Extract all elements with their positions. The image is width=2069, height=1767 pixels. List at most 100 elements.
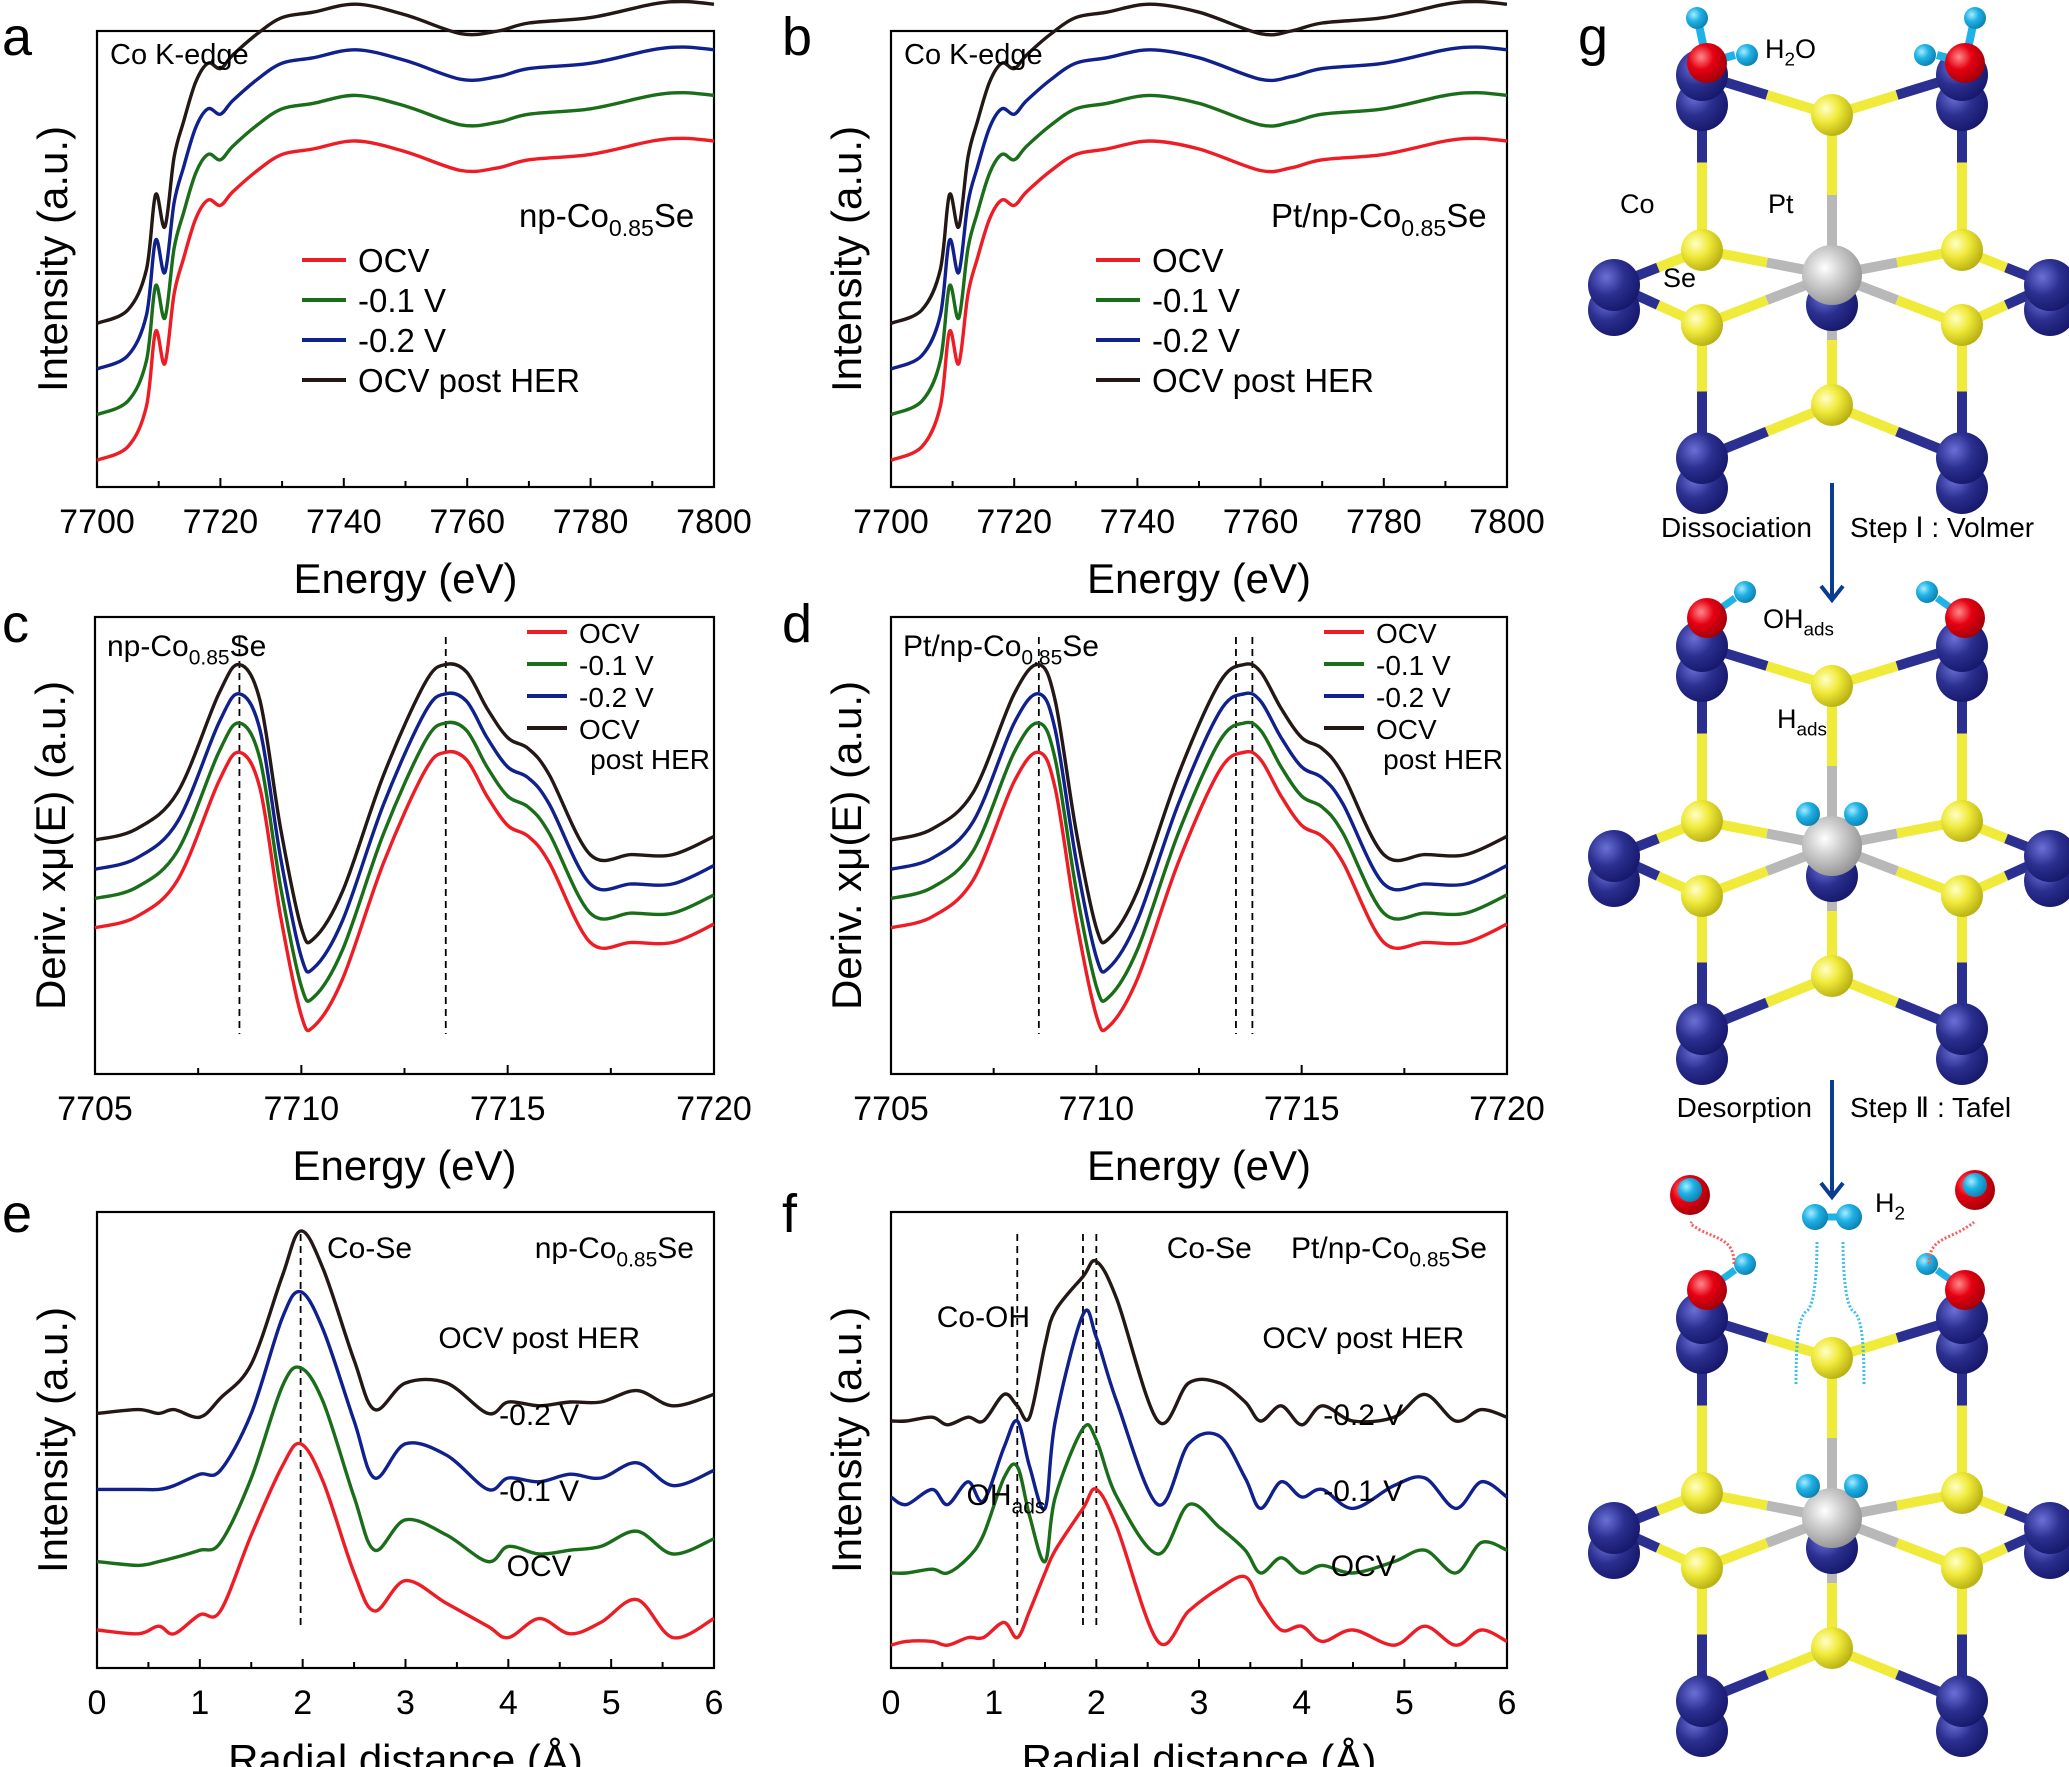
cobalt-atom bbox=[1676, 1675, 1728, 1727]
h2o-label: H2O bbox=[1765, 34, 1816, 71]
x-tick-label: 7720 bbox=[976, 503, 1052, 541]
panel-letter-a: a bbox=[2, 7, 33, 67]
hydrogen-atom bbox=[1916, 581, 1938, 603]
x-tick-label: 7780 bbox=[553, 503, 629, 541]
selenium-atom bbox=[1681, 875, 1723, 917]
panel-letter-f: f bbox=[782, 1184, 798, 1244]
legend-label: OCV bbox=[579, 618, 640, 649]
x-tick-label: 4 bbox=[499, 1684, 518, 1722]
y-axis-label: Intensity (a.u.) bbox=[29, 126, 76, 392]
series-line--0-1-v bbox=[890, 720, 1508, 1003]
selenium-atom bbox=[1941, 1472, 1983, 1514]
x-tick-label: 5 bbox=[1395, 1684, 1414, 1722]
bond-annotation-co-oh: Co-OH bbox=[937, 1301, 1030, 1334]
hydrogen-atom bbox=[1678, 1178, 1702, 1202]
x-axis-label: Energy (eV) bbox=[293, 555, 517, 602]
x-axis-label: Energy (eV) bbox=[1087, 1142, 1311, 1189]
legend-label: OCV bbox=[358, 242, 430, 279]
panel-letter-g: g bbox=[1578, 7, 1608, 67]
selenium-atom bbox=[1811, 384, 1853, 426]
x-tick-label: 5 bbox=[602, 1684, 621, 1722]
legend-label: -0.2 V bbox=[1152, 322, 1240, 359]
arrow-head-icon bbox=[1819, 584, 1845, 604]
y-axis-label: Intensity (a.u.) bbox=[29, 1307, 76, 1573]
edge-annotation: Co K-edge bbox=[904, 39, 1043, 71]
selenium-atom bbox=[1811, 94, 1853, 136]
series-line--0-2-v bbox=[890, 1308, 1508, 1512]
cobalt-atom bbox=[2024, 259, 2069, 311]
cobalt-atom bbox=[2024, 1502, 2069, 1554]
plot-frame bbox=[95, 1210, 716, 1670]
legend-label: -0.2 V bbox=[579, 682, 654, 713]
selenium-atom bbox=[1941, 800, 1983, 842]
hads-label: Hads bbox=[1777, 704, 1827, 741]
selenium-atom bbox=[1941, 304, 1983, 346]
sample-label: np-Co0.85Se bbox=[107, 630, 266, 669]
legend-label: -0.1 V bbox=[358, 282, 446, 319]
x-tick-label: 7760 bbox=[429, 503, 505, 541]
sample-label: Pt/np-Co0.85Se bbox=[1271, 197, 1487, 241]
series-line--0-1-v bbox=[96, 1365, 715, 1568]
platinum-atom bbox=[1802, 245, 1862, 305]
oxygen-atom bbox=[1945, 598, 1985, 638]
sample-label: np-Co0.85Se bbox=[519, 197, 694, 241]
series-line-ocv-post-her bbox=[890, 662, 1508, 945]
x-tick-label: 4 bbox=[1292, 1684, 1311, 1722]
legend-label: -0.1 V bbox=[1152, 282, 1240, 319]
selenium-atom bbox=[1811, 955, 1853, 997]
curve-label: -0.1 V bbox=[499, 1475, 579, 1508]
plot-frame bbox=[889, 1210, 1509, 1670]
oxygen-atom bbox=[1687, 1270, 1727, 1310]
hydrogen-atom bbox=[1836, 1204, 1862, 1230]
x-tick-label: 6 bbox=[1498, 1684, 1517, 1722]
cobalt-atom bbox=[2024, 830, 2069, 882]
hydrogen-atom bbox=[1734, 581, 1756, 603]
hydrogen-atom bbox=[1736, 44, 1758, 66]
x-tick-label: 6 bbox=[705, 1684, 724, 1722]
selenium-atom bbox=[1811, 1627, 1853, 1669]
hydrogen-atom bbox=[1916, 1253, 1938, 1275]
cobalt-atom bbox=[1588, 259, 1640, 311]
x-axis-label: Energy (eV) bbox=[1087, 555, 1311, 602]
x-tick-label: 7700 bbox=[59, 503, 135, 541]
x-tick-label: 0 bbox=[882, 1684, 901, 1722]
cobalt-atom bbox=[1936, 1003, 1988, 1055]
x-tick-label: 2 bbox=[1087, 1684, 1106, 1722]
series-line-ocv bbox=[96, 136, 715, 462]
step-2-left-label: Desorption bbox=[1677, 1092, 1812, 1123]
oxygen-atom bbox=[1687, 43, 1727, 83]
h2-evolution-arrow bbox=[1794, 1239, 1819, 1385]
series-line-ocv-post-her bbox=[96, 0, 715, 325]
curve-label: OCV bbox=[507, 1550, 572, 1583]
x-tick-label: 7720 bbox=[1469, 1090, 1545, 1128]
x-tick-label: 7715 bbox=[1264, 1090, 1340, 1128]
series-line--0-2-v bbox=[890, 691, 1508, 974]
selenium-label: Se bbox=[1663, 263, 1696, 293]
series-line--0-2-v bbox=[94, 691, 715, 974]
panel-letter-e: e bbox=[2, 1184, 32, 1244]
legend-label: post HER bbox=[1383, 744, 1503, 775]
cobalt-atom bbox=[1676, 1003, 1728, 1055]
series-line-ocv-post-her bbox=[890, 1258, 1508, 1427]
curve-label: OCV bbox=[1331, 1550, 1396, 1583]
series-line-ocv bbox=[94, 749, 715, 1033]
legend-label: -0.1 V bbox=[1376, 650, 1451, 681]
selenium-atom bbox=[1681, 304, 1723, 346]
series-line-ocv-post-her bbox=[96, 1229, 715, 1420]
legend-label: post HER bbox=[590, 744, 710, 775]
cobalt-atom bbox=[1676, 432, 1728, 484]
panel-b: b 7700 7720 7740 7760 7780 7800 Energy (eV) Inte… bbox=[782, 0, 1545, 602]
curve-label: OCV post HER bbox=[438, 1322, 640, 1355]
series-line-ocv bbox=[890, 136, 1508, 462]
legend-label: OCV bbox=[1376, 618, 1437, 649]
legend-label: OCV post HER bbox=[1152, 362, 1374, 399]
series-line--0-2-v bbox=[96, 1289, 715, 1492]
bond-annotation: Co-Se bbox=[327, 1232, 412, 1265]
panel-c: c 7705 7710 7715 7720 Energy (eV) Deriv. xμ(E)… bbox=[2, 594, 752, 1189]
selenium-atom bbox=[1941, 875, 1983, 917]
legend-label: OCV bbox=[1376, 714, 1437, 745]
curve-label: OCV post HER bbox=[1262, 1322, 1464, 1355]
panel-letter-c: c bbox=[2, 594, 29, 654]
y-axis-label: Deriv. xμ(E) (a.u.) bbox=[27, 681, 74, 1010]
